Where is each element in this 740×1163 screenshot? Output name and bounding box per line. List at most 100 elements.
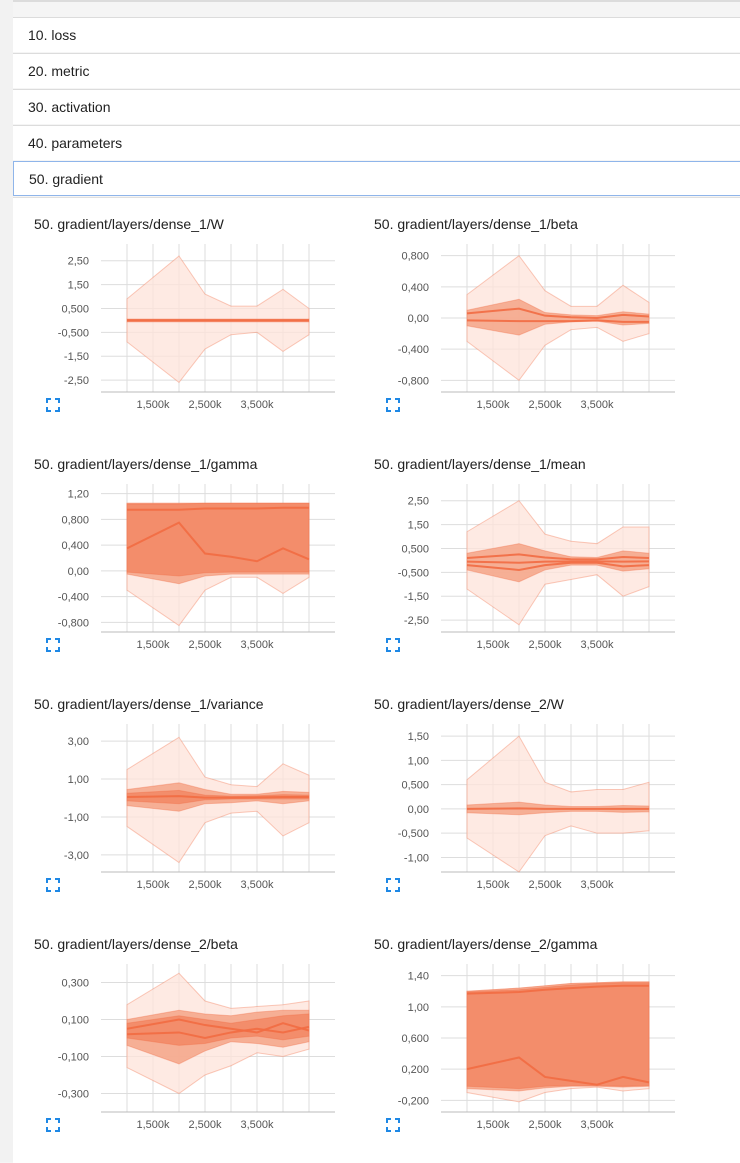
section-loss[interactable]: 10. loss [13, 17, 740, 52]
y-tick-label: 1,00 [408, 1002, 429, 1014]
x-tick-label: 3,500k [580, 879, 614, 891]
fullscreen-expand-icon[interactable] [387, 399, 399, 411]
section-parameters[interactable]: 40. parameters [13, 125, 740, 160]
x-tick-label: 1,500k [476, 879, 510, 891]
x-tick-label: 2,500k [188, 639, 222, 651]
y-tick-label: -1,50 [64, 351, 89, 363]
x-tick-label: 2,500k [528, 879, 562, 891]
y-tick-label: 2,50 [408, 496, 429, 508]
x-tick-label: 2,500k [528, 1119, 562, 1131]
x-tick-label: 3,500k [240, 879, 274, 891]
x-tick-label: 1,500k [476, 399, 510, 411]
fullscreen-expand-icon[interactable] [47, 399, 59, 411]
fullscreen-expand-icon[interactable] [47, 639, 59, 651]
fullscreen-expand-icon[interactable] [387, 1119, 399, 1131]
y-tick-label: 1,50 [68, 280, 89, 292]
y-tick-label: 3,00 [68, 736, 89, 748]
y-tick-label: 1,00 [68, 774, 89, 786]
section-label: 30. activation [28, 99, 111, 115]
y-tick-label: 0,100 [61, 1015, 89, 1027]
y-tick-label: 1,50 [408, 731, 429, 743]
y-tick-label: 0,500 [401, 543, 429, 555]
y-tick-label: -0,500 [398, 567, 429, 579]
y-tick-label: -1,50 [404, 591, 429, 603]
chart-dense2-w: 1,50 1,00 0,500 0,00 -0,500 -1,00 1,500k 2,500k… [353, 678, 683, 908]
y-tick-label: -0,500 [58, 327, 89, 339]
y-tick-label: -0,400 [398, 344, 429, 356]
y-tick-label: -0,400 [58, 592, 89, 604]
y-tick-label: 2,50 [68, 256, 89, 268]
x-tick-label: 3,500k [240, 399, 274, 411]
fullscreen-expand-icon[interactable] [47, 1119, 59, 1131]
y-tick-label: 0,600 [401, 1033, 429, 1045]
top-border [0, 0, 740, 2]
chart-dense1-gamma: 1,20 0,800 0,400 0,00 -0,400 -0,800 1,500k 2,50… [13, 438, 343, 668]
x-tick-label: 3,500k [580, 639, 614, 651]
x-tick-label: 2,500k [528, 639, 562, 651]
fullscreen-expand-icon[interactable] [387, 639, 399, 651]
x-tick-label: 2,500k [188, 879, 222, 891]
section-label: 20. metric [28, 63, 89, 79]
y-tick-label: 0,500 [61, 303, 89, 315]
section-metric[interactable]: 20. metric [13, 53, 740, 88]
x-tick-label: 1,500k [136, 1119, 170, 1131]
y-tick-label: 0,00 [408, 804, 429, 816]
y-tick-label: 0,400 [61, 540, 89, 552]
section-gradient[interactable]: 50. gradient [13, 161, 740, 196]
x-tick-label: 3,500k [580, 1119, 614, 1131]
x-tick-label: 1,500k [136, 879, 170, 891]
y-tick-label: -0,300 [58, 1089, 89, 1101]
chart-dense2-gamma: 1,40 1,00 0,600 0,200 -0,200 1,500k 2,500k 3,50… [353, 918, 683, 1148]
y-tick-label: -3,00 [64, 850, 89, 862]
y-tick-label: -2,50 [404, 615, 429, 627]
chart-card-dense1-variance: 50. gradient/layers/dense_1/variance 3,0… [13, 678, 343, 908]
y-tick-label: 0,00 [408, 313, 429, 325]
y-tick-label: -1,00 [64, 812, 89, 824]
section-label: 10. loss [28, 27, 76, 43]
fullscreen-expand-icon[interactable] [47, 879, 59, 891]
y-tick-label: -0,100 [58, 1052, 89, 1064]
y-tick-label: 0,800 [401, 251, 429, 263]
x-tick-label: 2,500k [528, 399, 562, 411]
x-tick-label: 2,500k [188, 1119, 222, 1131]
y-tick-label: 1,40 [408, 971, 429, 983]
x-tick-label: 2,500k [188, 399, 222, 411]
x-tick-label: 1,500k [476, 1119, 510, 1131]
section-label: 40. parameters [28, 135, 122, 151]
x-tick-label: 1,500k [136, 639, 170, 651]
section-activation[interactable]: 30. activation [13, 89, 740, 124]
chart-dense1-beta: 0,800 0,400 0,00 -0,400 -0,800 1,500k 2,500k 3,… [353, 198, 683, 428]
x-tick-label: 3,500k [240, 639, 274, 651]
y-tick-label: -2,50 [64, 375, 89, 387]
y-tick-label: 0,500 [401, 780, 429, 792]
fullscreen-expand-icon[interactable] [387, 879, 399, 891]
x-tick-label: 1,500k [136, 399, 170, 411]
x-tick-label: 3,500k [240, 1119, 274, 1131]
y-tick-label: 1,20 [68, 489, 89, 501]
y-tick-label: -0,800 [398, 375, 429, 387]
chart-dense2-beta: 0,300 0,100 -0,100 -0,300 1,500k 2,500k 3,500k [13, 918, 343, 1148]
y-tick-label: 0,200 [401, 1064, 429, 1076]
x-tick-label: 3,500k [580, 399, 614, 411]
distribution-band-inner [127, 503, 309, 576]
chart-dense1-w: 2,50 1,50 0,500 -0,500 -1,50 -2,50 1,500k 2,500… [13, 198, 343, 428]
y-tick-label: 1,00 [408, 755, 429, 767]
y-tick-label: -0,500 [398, 828, 429, 840]
section-label: 50. gradient [29, 171, 103, 187]
y-tick-label: -0,200 [398, 1095, 429, 1107]
left-gutter [0, 0, 13, 1162]
y-tick-label: 0,300 [61, 978, 89, 990]
y-tick-label: 0,00 [68, 566, 89, 578]
y-tick-label: 0,400 [401, 282, 429, 294]
y-tick-label: -0,800 [58, 617, 89, 629]
y-tick-label: -1,00 [404, 852, 429, 864]
y-tick-label: 0,800 [61, 514, 89, 526]
